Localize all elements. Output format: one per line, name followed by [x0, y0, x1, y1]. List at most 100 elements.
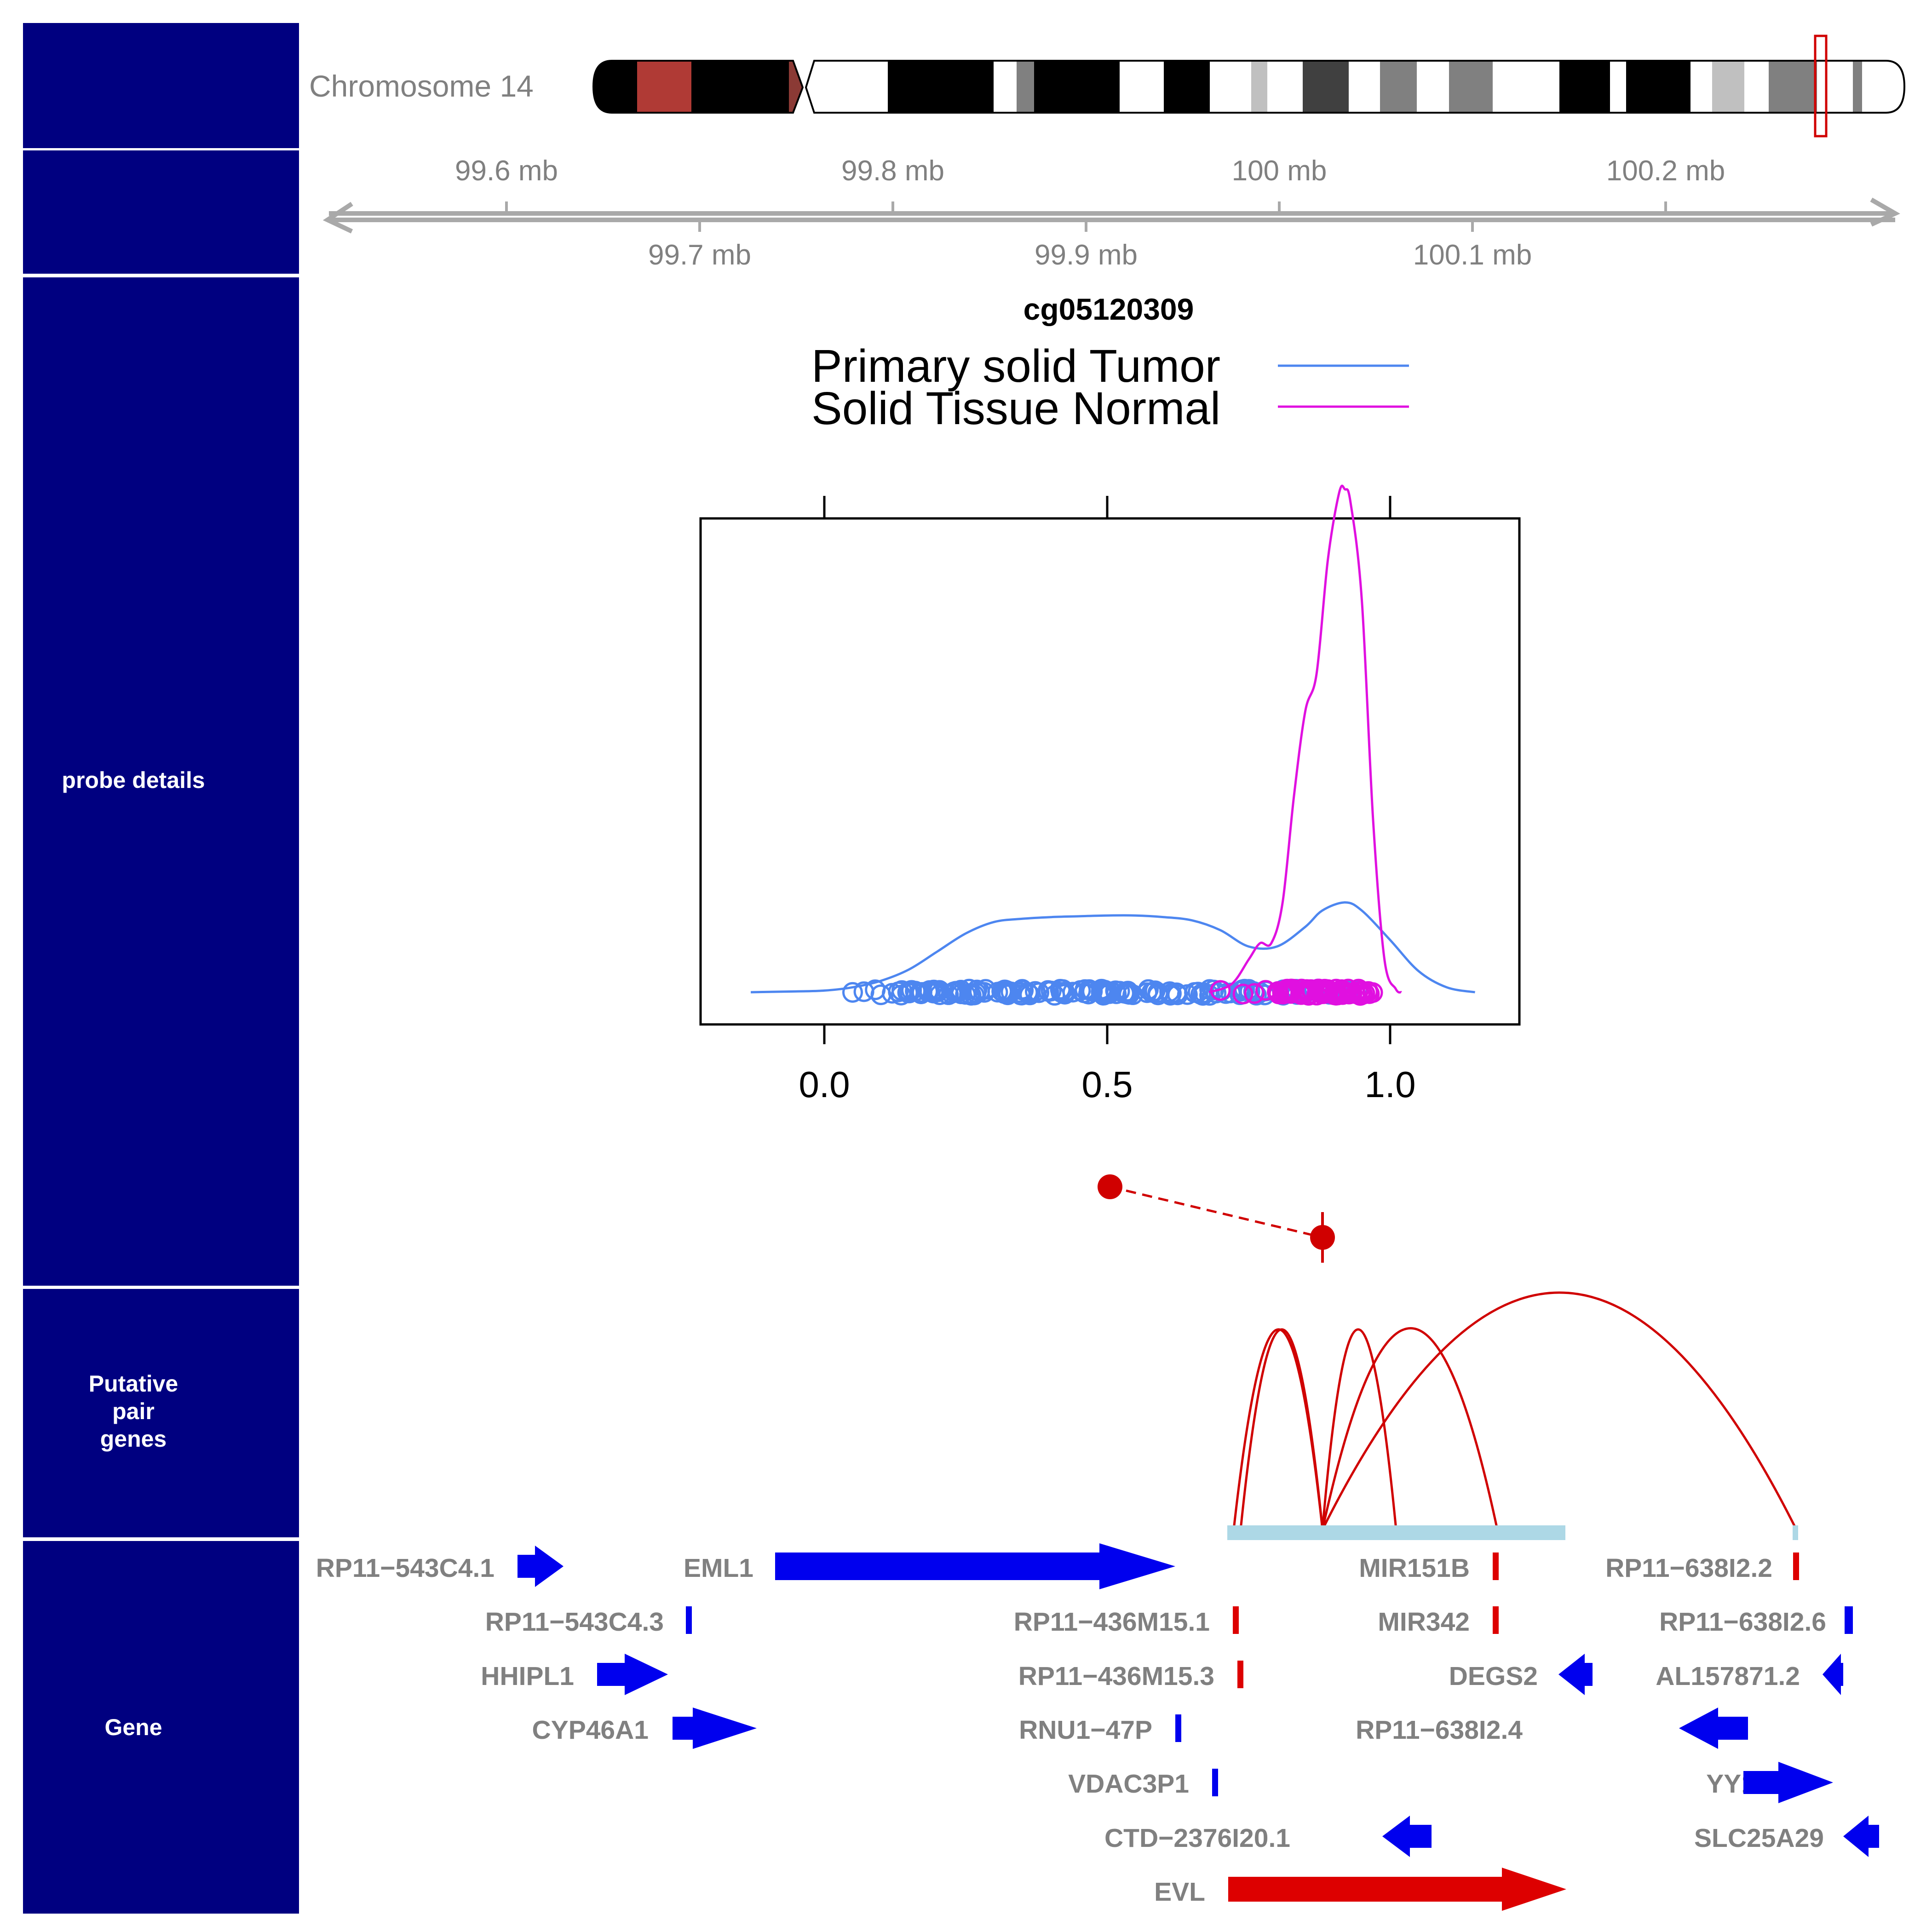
pair-arc-5: [1321, 1291, 1798, 1530]
tumor-point: [1230, 981, 1251, 1002]
pair-arc-3: [1321, 1328, 1397, 1530]
gene-track: RP11−543C4.1 EML1 MIR151B RP11−638I2.2 R…: [316, 1543, 1879, 1911]
gene-arrow: [1558, 1654, 1593, 1695]
normal-density-curve: [1208, 484, 1402, 994]
normal-point: [1301, 979, 1322, 1000]
gene-arrow: [1228, 1868, 1566, 1911]
legend-label-normal: Solid Tissue Normal: [811, 383, 1220, 434]
normal-point: [1341, 983, 1363, 1004]
tumor-point: [1054, 981, 1075, 1002]
gene-label: AL157871.2: [1656, 1662, 1800, 1691]
tumor-point: [1144, 980, 1166, 1001]
normal-point: [1338, 978, 1359, 1000]
probe-details-panel: [23, 277, 299, 1286]
axis-panel: [23, 150, 299, 274]
gene-label: RP11−436M15.3: [1018, 1662, 1214, 1691]
gene-label: DEGS2: [1449, 1662, 1538, 1691]
putative-pair-genes-panel: [23, 1289, 299, 1537]
gene-label: SLC25A29: [1694, 1823, 1824, 1853]
gene-label: RNU1−47P: [1019, 1715, 1152, 1745]
normal-point: [1244, 983, 1265, 1004]
axis-tick-label: 100.1 mb: [1413, 239, 1532, 271]
region-bar-end: [1793, 1525, 1798, 1540]
gene-panel-label: Gene: [104, 1714, 162, 1740]
normal-point: [1232, 983, 1254, 1005]
axis-tick-label: 99.6 mb: [455, 155, 558, 187]
density-axis-ticks: 0.0 0.5 1.0: [799, 496, 1416, 1105]
probe-details-label: probe details: [62, 767, 205, 793]
gene-arrow: [775, 1543, 1175, 1589]
tumor-point: [891, 980, 912, 1001]
gene-bar: [1237, 1661, 1243, 1688]
gene-label: EML1: [684, 1553, 753, 1583]
axis-tick-label: 100.2 mb: [1606, 155, 1725, 187]
gene-bar: [1845, 1606, 1853, 1634]
axis-tick-label: 99.9 mb: [1035, 239, 1138, 271]
tumor-point: [974, 982, 995, 1003]
gene-bar: [1493, 1606, 1499, 1634]
gene-arrow: [518, 1546, 564, 1587]
probe-links: [1098, 1174, 1798, 1540]
pair-gene-arcs: [1232, 1291, 1798, 1530]
probe-title: cg05120309: [1024, 292, 1194, 326]
gene-bar: [1233, 1606, 1239, 1634]
probe-dashed-link: [1110, 1185, 1323, 1239]
gene-label: RP11−638I2.6: [1659, 1607, 1826, 1637]
gene-arrow: [673, 1708, 757, 1749]
tumor-point: [951, 983, 972, 1005]
methylation-density-plot: cg05120309 Primary solid Tumor Solid Tis…: [699, 292, 1521, 1105]
normal-point: [1291, 978, 1312, 1000]
chromosome-outline: [592, 60, 1906, 114]
tumor-point: [842, 982, 863, 1003]
probe-origin-dot: [1098, 1174, 1122, 1199]
axis-tick-label: 100 mb: [1232, 155, 1327, 187]
normal-point: [1314, 978, 1335, 1000]
track-panels: probe details Putative pair genes Gene: [23, 23, 299, 1914]
region-marker: [1814, 34, 1828, 138]
gene-label: CTD−2376I20.1: [1104, 1823, 1290, 1853]
axis-tick-label: 99.8 mb: [841, 155, 944, 187]
gene-label: RP11−543C4.1: [316, 1553, 494, 1583]
tumor-density-curve: [751, 901, 1475, 994]
gene-bar: [1212, 1769, 1218, 1796]
axis-arrow-right: [1870, 197, 1900, 227]
chromosome-ideogram: Chromosome 14: [309, 34, 1906, 138]
axis-arrow-left: [322, 201, 353, 234]
gene-arrow: [1382, 1816, 1432, 1857]
tumor-point: [926, 980, 947, 1001]
chromosome-panel: [23, 23, 299, 148]
pair-arc-2: [1239, 1328, 1324, 1530]
legend-label-tumor: Primary solid Tumor: [811, 340, 1220, 392]
tumor-point: [1091, 983, 1112, 1004]
tumor-point: [938, 984, 959, 1005]
gene-bar: [1493, 1552, 1499, 1580]
gene-label: MIR151B: [1359, 1553, 1470, 1583]
normal-point: [1276, 978, 1298, 1000]
tumor-point: [966, 983, 987, 1004]
putative-label-line-1: Putative: [89, 1371, 178, 1397]
gene-label: MIR342: [1378, 1607, 1470, 1637]
gene-arrow: [1679, 1708, 1748, 1749]
gene-label: RP11−638I2.4: [1356, 1715, 1523, 1745]
axis-tick-label: 99.7 mb: [648, 239, 751, 271]
pair-arc-4: [1321, 1327, 1499, 1530]
gene-label: VDAC3P1: [1068, 1769, 1189, 1799]
normal-point: [1350, 985, 1371, 1006]
x-tick-label: 0.5: [1081, 1064, 1133, 1105]
x-tick-label: 0.0: [799, 1064, 850, 1105]
tumor-point: [1194, 982, 1215, 1003]
density-rug-points: [842, 978, 1383, 1006]
chromosome-label: Chromosome 14: [309, 69, 534, 103]
normal-point: [1307, 980, 1328, 1001]
gene-arrow: [1743, 1762, 1833, 1803]
plot-frame: [699, 517, 1521, 1026]
pair-arc-1: [1232, 1328, 1324, 1530]
tumor-point: [1138, 979, 1159, 1000]
gene-label: EVL: [1154, 1877, 1205, 1907]
gene-label: RP11−638I2.2: [1605, 1553, 1772, 1583]
x-tick-label: 1.0: [1364, 1064, 1415, 1105]
tumor-point: [901, 980, 922, 1001]
tumor-point: [964, 984, 985, 1006]
gene-arrow: [597, 1654, 668, 1695]
tumor-point: [1029, 982, 1050, 1003]
